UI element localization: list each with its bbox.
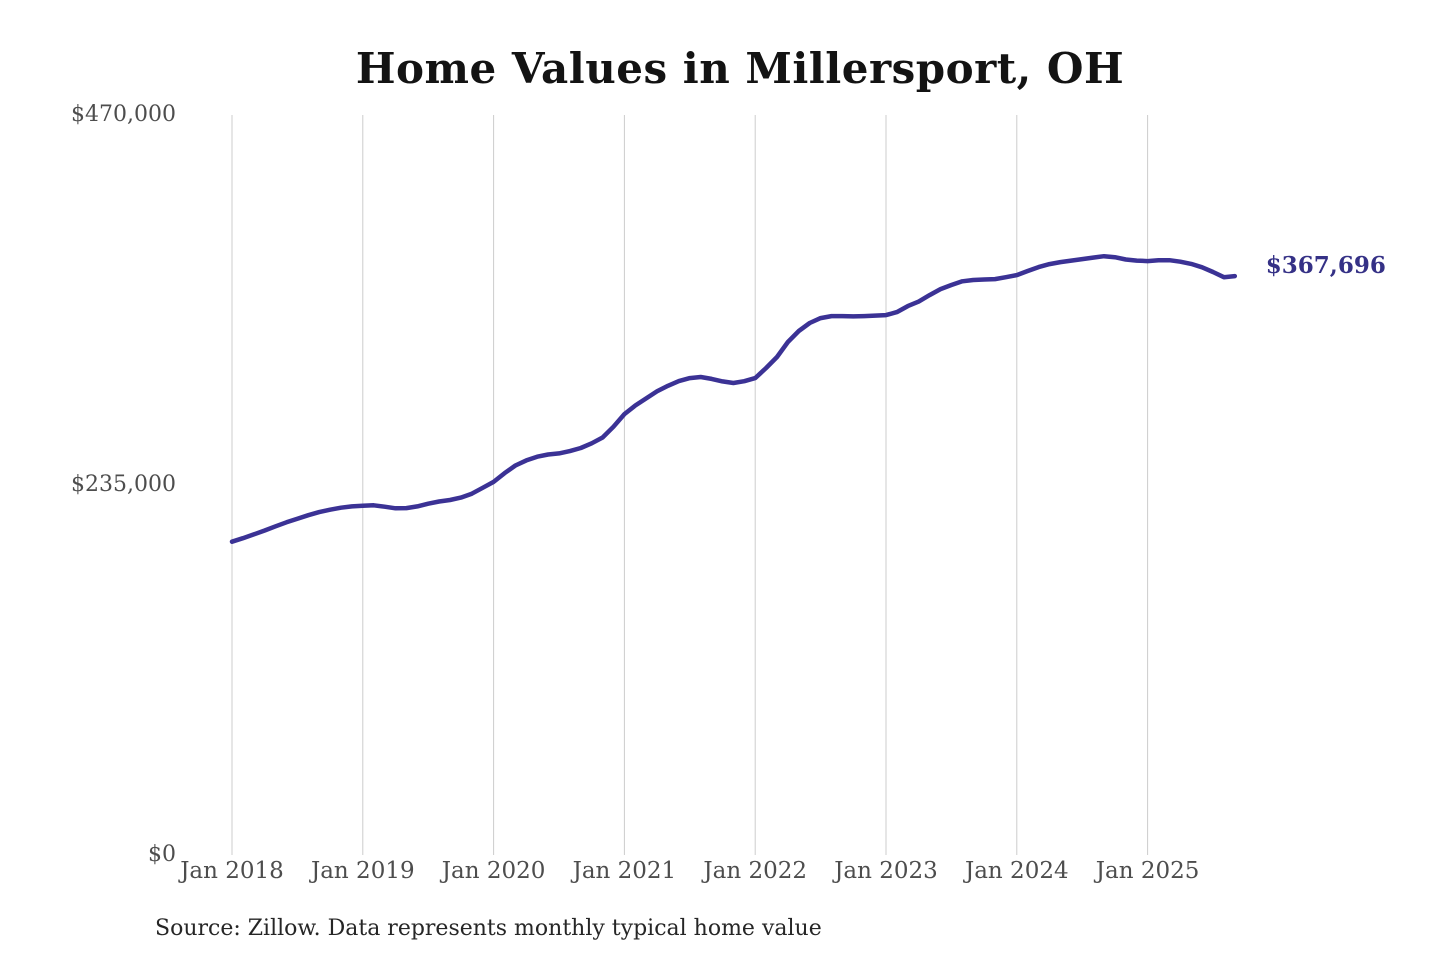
- y-axis-tick-label: $0: [148, 842, 176, 867]
- y-axis-tick-label: $235,000: [71, 472, 176, 497]
- x-axis-tick-label: Jan 2021: [572, 858, 677, 884]
- y-axis-tick-label: $470,000: [71, 102, 176, 127]
- x-axis-tick-label: Jan 2020: [441, 858, 546, 884]
- home-value-series-line: [229, 253, 1238, 544]
- x-axis-tick-label: Jan 2018: [180, 858, 284, 884]
- x-axis-tick-label: Jan 2022: [703, 858, 807, 884]
- x-axis-tick-label: Jan 2025: [1095, 858, 1200, 884]
- x-axis-tick-label: Jan 2019: [311, 858, 415, 884]
- x-axis-tick-label: Jan 2024: [965, 858, 1069, 884]
- source-note: Source: Zillow. Data represents monthly …: [155, 916, 822, 941]
- chart-title: Home Values in Millersport, OH: [355, 44, 1125, 93]
- x-axis-tick-label: Jan 2023: [834, 858, 938, 884]
- latest-value-annotation: $367,696: [1265, 252, 1386, 280]
